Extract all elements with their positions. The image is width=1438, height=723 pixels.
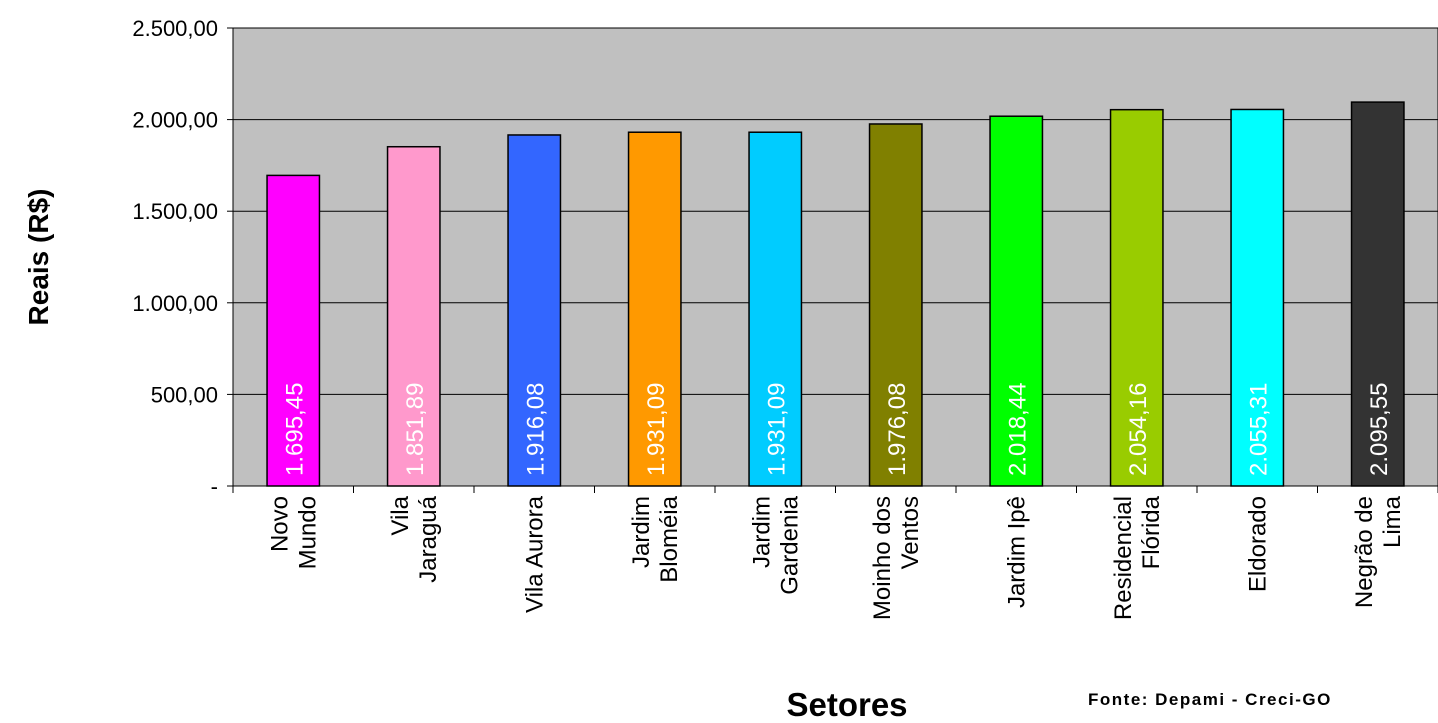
category-label: Jardim Gardenia: [748, 495, 803, 594]
bar: [386, 145, 441, 487]
category-label-line: Residencial: [1110, 496, 1137, 620]
data-label: 1.976,08: [884, 383, 911, 476]
y-tick-label: 1.000,00: [132, 291, 218, 316]
bar: [868, 123, 923, 487]
data-label: 1.931,09: [643, 383, 670, 476]
category-label: Jardim Bloméia: [628, 495, 683, 582]
x-axis: [232, 485, 1438, 493]
y-axis: - 500,00 1.000,00 1.500,00 2.000,00 2.500,00: [132, 16, 234, 499]
bars: [266, 101, 1405, 487]
category-label-line: Negrão de: [1351, 496, 1378, 608]
category-label-line: Ventos: [897, 496, 924, 569]
data-label: 1.931,09: [763, 383, 790, 476]
category-label-line: Jaraguá: [415, 495, 442, 582]
category-label: Residencial Flórida: [1110, 495, 1165, 620]
category-label-line: Vila: [387, 495, 414, 535]
data-labels: 1.695,45 1.851,89 1.916,08 1.931,09 1.931,09…: [281, 383, 1393, 476]
category-label: Negrão de Lima: [1351, 495, 1406, 608]
data-label: 2.054,16: [1125, 383, 1152, 476]
category-label: Vila Aurora: [521, 495, 548, 613]
category-label-line: Jardim Ipê: [1003, 496, 1030, 608]
category-label-line: Flórida: [1138, 495, 1165, 569]
category-labels: Novo Mundo Vila Jaraguá Vila Aurora Jardim Blo…: [266, 495, 1406, 620]
y-tick-label: 2.500,00: [132, 16, 218, 41]
bar: [748, 131, 803, 487]
data-label: 1.695,45: [281, 383, 308, 476]
x-axis-title: Setores: [786, 686, 907, 723]
category-label-line: Novo: [266, 496, 293, 552]
category-label-line: Bloméia: [656, 495, 683, 582]
bar: [1109, 108, 1164, 487]
category-label-line: Jardim: [628, 496, 655, 568]
category-label-line: Jardim: [748, 496, 775, 568]
bar: [266, 174, 321, 487]
data-label: 1.916,08: [522, 383, 549, 476]
category-label-line: Gardenia: [776, 495, 803, 594]
y-tick-label: 1.500,00: [132, 199, 218, 224]
category-label-line: Vila Aurora: [521, 495, 548, 613]
category-label-line: Lima: [1379, 495, 1406, 548]
source-note: Fonte: Depami - Creci-GO: [1088, 690, 1332, 709]
data-label: 2.055,31: [1245, 383, 1272, 476]
data-label: 1.851,89: [402, 383, 429, 476]
category-label-line: Moinho dos: [869, 496, 896, 620]
category-label: Novo Mundo: [266, 496, 321, 569]
y-axis-title: Reais (R$): [23, 189, 54, 326]
bar: [627, 131, 682, 487]
y-tick-label: 500,00: [151, 382, 218, 407]
bar: [1350, 101, 1405, 487]
bar: [1230, 108, 1285, 487]
y-tick-label: 2.000,00: [132, 108, 218, 133]
category-label: Eldorado: [1244, 496, 1271, 592]
category-label: Vila Jaraguá: [387, 495, 442, 582]
category-label-line: Eldorado: [1244, 496, 1271, 592]
category-label: Jardim Ipê: [1003, 496, 1030, 608]
bar: [989, 115, 1044, 487]
data-label: 2.095,55: [1366, 383, 1393, 476]
category-label: Moinho dos Ventos: [869, 496, 924, 620]
data-label: 2.018,44: [1004, 383, 1031, 476]
y-tick-label: -: [211, 474, 218, 499]
bar: [507, 134, 562, 487]
category-label-line: Mundo: [294, 496, 321, 569]
